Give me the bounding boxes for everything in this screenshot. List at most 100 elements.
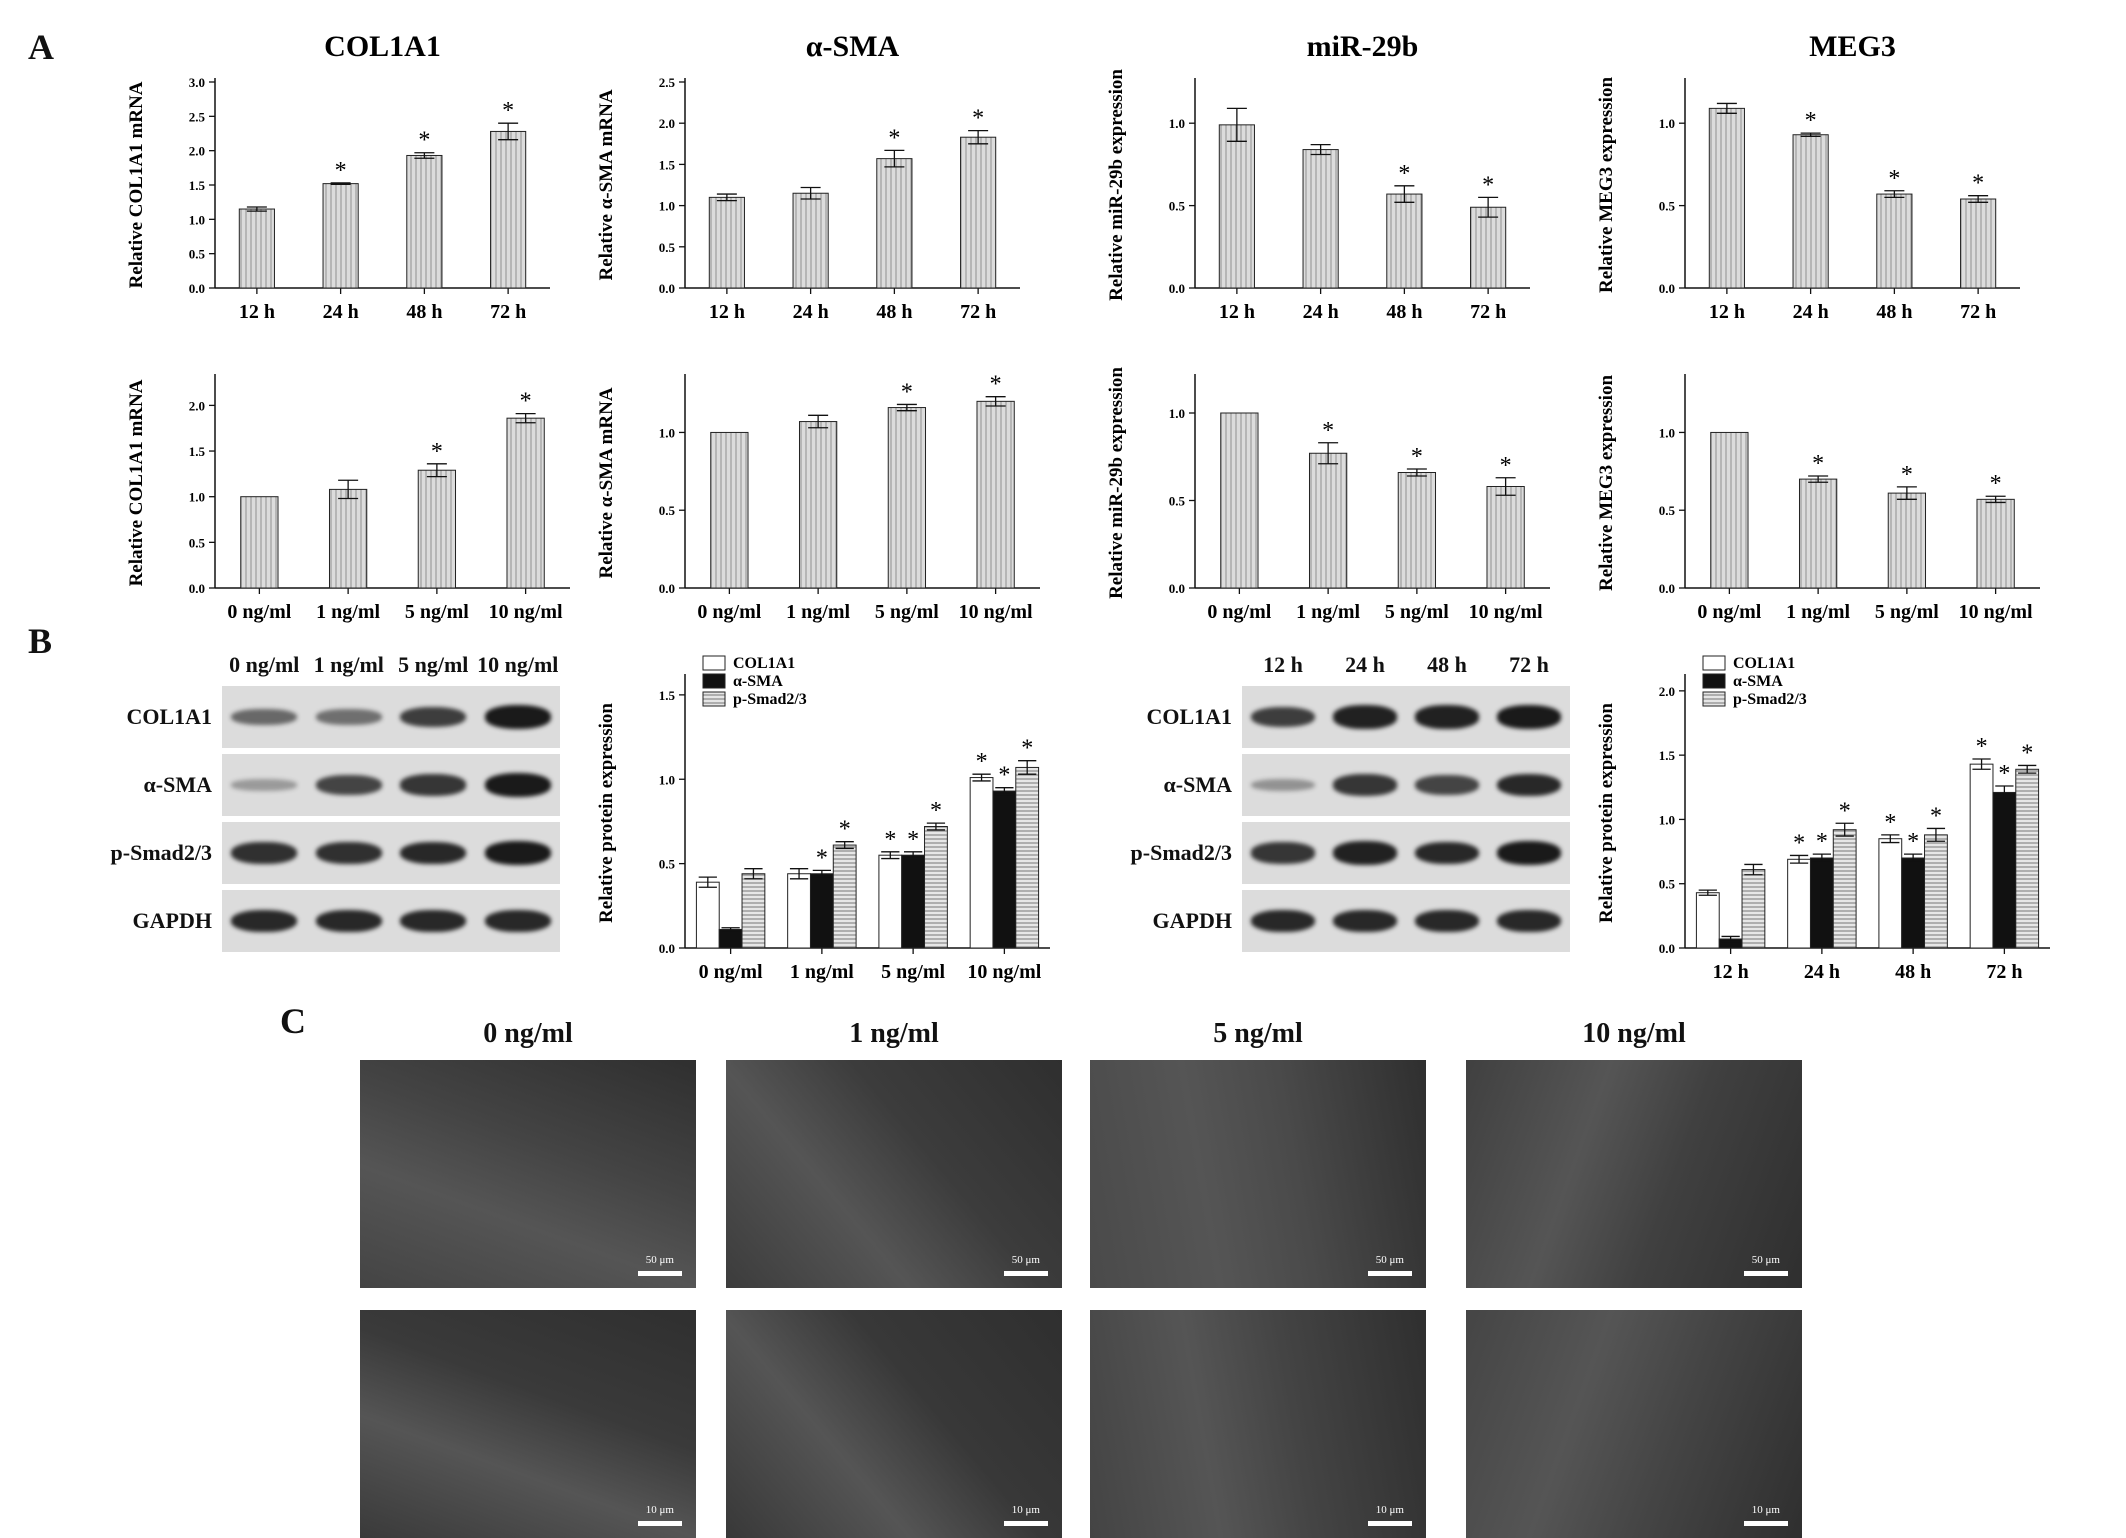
x-tick-label: 12 h bbox=[709, 301, 745, 323]
blot-band bbox=[315, 909, 382, 933]
x-tick-label: 72 h bbox=[490, 301, 526, 323]
blot-strip bbox=[222, 890, 560, 952]
western-blot-time: 12 h 24 h 48 h 72 h COL1A1 α-SMA p-Smad2/3 GAPD… bbox=[1110, 650, 1570, 960]
bar bbox=[490, 130, 527, 289]
significance-marker: * bbox=[1816, 829, 1828, 855]
bar bbox=[1798, 478, 1838, 589]
legend-swatch bbox=[1702, 673, 1726, 689]
x-tick-label: 1 ng/ml bbox=[316, 601, 380, 623]
blot-lane-label: 1 ng/ml bbox=[313, 652, 384, 677]
bar bbox=[1787, 858, 1811, 949]
scale-bar-label: 10 μm bbox=[645, 1504, 674, 1516]
x-tick-label: 5 ng/ml bbox=[1385, 601, 1449, 623]
panel-label-c: C bbox=[280, 1001, 306, 1041]
blot-band bbox=[400, 774, 467, 796]
bar bbox=[1397, 472, 1437, 589]
blot-row-label: p-Smad2/3 bbox=[110, 840, 212, 865]
bar bbox=[741, 873, 766, 949]
micrograph-column-title: 10 ng/ml bbox=[1582, 1018, 1686, 1049]
y-tick-label: 1.0 bbox=[1659, 425, 1675, 440]
scale-bar bbox=[1004, 1521, 1048, 1526]
y-tick-label: 0.0 bbox=[189, 281, 205, 296]
bar bbox=[876, 158, 913, 289]
blot-band bbox=[231, 909, 298, 933]
significance-marker: * bbox=[520, 389, 532, 415]
blot-strip bbox=[1242, 686, 1570, 748]
significance-marker: * bbox=[1482, 172, 1494, 198]
y-axis-label: Relative MEG3 expression bbox=[1596, 375, 1617, 591]
bar bbox=[1486, 486, 1525, 589]
significance-marker: * bbox=[1793, 830, 1805, 856]
bar bbox=[1976, 498, 2015, 589]
scale-bar-label: 50 μm bbox=[645, 1254, 674, 1266]
blot-lane-label: 0 ng/ml bbox=[229, 652, 300, 677]
blot-strip bbox=[1242, 754, 1570, 816]
significance-marker: * bbox=[1021, 736, 1033, 762]
significance-marker: * bbox=[1901, 462, 1913, 488]
x-tick-label: 0 ng/ml bbox=[227, 601, 291, 623]
significance-marker: * bbox=[1998, 761, 2010, 787]
x-tick-label: 12 h bbox=[239, 301, 275, 323]
blot-band bbox=[400, 706, 467, 728]
x-tick-label: 5 ng/ml bbox=[875, 601, 939, 623]
scale-bar-label: 10 μm bbox=[1751, 1504, 1780, 1516]
significance-marker: * bbox=[888, 125, 900, 151]
blot-strip bbox=[222, 686, 560, 748]
x-tick-label: 5 ng/ml bbox=[1875, 601, 1939, 623]
bar bbox=[1792, 134, 1829, 289]
significance-marker: * bbox=[990, 372, 1002, 398]
bar bbox=[322, 183, 359, 289]
significance-marker: * bbox=[1930, 803, 1942, 829]
y-tick-label: 1.0 bbox=[189, 490, 205, 505]
y-tick-label: 0.0 bbox=[1659, 281, 1675, 296]
blot-lane-label: 24 h bbox=[1345, 652, 1385, 677]
x-tick-label: 12 h bbox=[1709, 301, 1745, 323]
significance-marker: * bbox=[1839, 798, 1851, 824]
bar bbox=[792, 192, 829, 289]
chart-protein-time: Relative protein expression 0.0 0.5 1.0 1.5 2… bbox=[1596, 655, 2050, 983]
x-tick-label: 0 ng/ml bbox=[1207, 601, 1271, 623]
legend-swatch bbox=[702, 655, 726, 671]
blot-row-label: α-SMA bbox=[1163, 772, 1233, 797]
legend-label: COL1A1 bbox=[733, 655, 795, 672]
y-axis-label: Relative α-SMA mRNA bbox=[596, 89, 617, 280]
bar bbox=[695, 881, 720, 949]
bar bbox=[1015, 766, 1040, 949]
legend-label: COL1A1 bbox=[1733, 655, 1795, 672]
legend-label: α-SMA bbox=[1733, 673, 1783, 690]
y-tick-label: 1.5 bbox=[189, 178, 206, 193]
significance-marker: * bbox=[1398, 161, 1410, 187]
blot-band bbox=[1497, 909, 1561, 933]
legend-swatch bbox=[702, 673, 726, 689]
significance-marker: * bbox=[884, 827, 896, 853]
y-tick-label: 0.0 bbox=[1169, 281, 1185, 296]
bar bbox=[328, 488, 368, 589]
y-axis-label: Relative MEG3 expression bbox=[1596, 77, 1617, 293]
y-tick-label: 1.0 bbox=[189, 212, 205, 227]
x-tick-label: 48 h bbox=[1386, 301, 1422, 323]
bar bbox=[924, 826, 948, 949]
bar bbox=[2015, 768, 2040, 949]
y-axis-label: Relative protein expression bbox=[1596, 703, 1617, 923]
x-tick-label: 1 ng/ml bbox=[1786, 601, 1850, 623]
bar bbox=[809, 873, 834, 949]
significance-marker: * bbox=[1990, 471, 2002, 497]
scale-bar-label: 10 μm bbox=[1375, 1504, 1404, 1516]
blot-row-label: GAPDH bbox=[1152, 908, 1232, 933]
y-tick-label: 2.5 bbox=[659, 75, 676, 90]
y-axis-label: Relative COL1A1 mRNA bbox=[126, 81, 147, 288]
chart-asma-time: α-SMA Relative α-SMA mRNA 0.0 0.5 1.0 1.5 2.0 2… bbox=[596, 30, 1020, 323]
blot-band bbox=[231, 708, 298, 726]
significance-marker: * bbox=[502, 98, 514, 124]
chart-meg3-time: MEG3 Relative MEG3 expression 0.0 0.5 1.0 12 … bbox=[1596, 30, 2020, 323]
bar bbox=[1220, 412, 1259, 589]
y-tick-label: 0.0 bbox=[659, 281, 675, 296]
bar bbox=[1809, 857, 1834, 949]
significance-marker: * bbox=[930, 798, 942, 824]
x-tick-label: 48 h bbox=[406, 301, 442, 323]
blot-band bbox=[1497, 773, 1561, 797]
scale-bar bbox=[638, 1521, 682, 1526]
blot-band bbox=[484, 773, 551, 797]
x-tick-label: 1 ng/ml bbox=[790, 961, 854, 983]
significance-marker: * bbox=[901, 379, 913, 405]
